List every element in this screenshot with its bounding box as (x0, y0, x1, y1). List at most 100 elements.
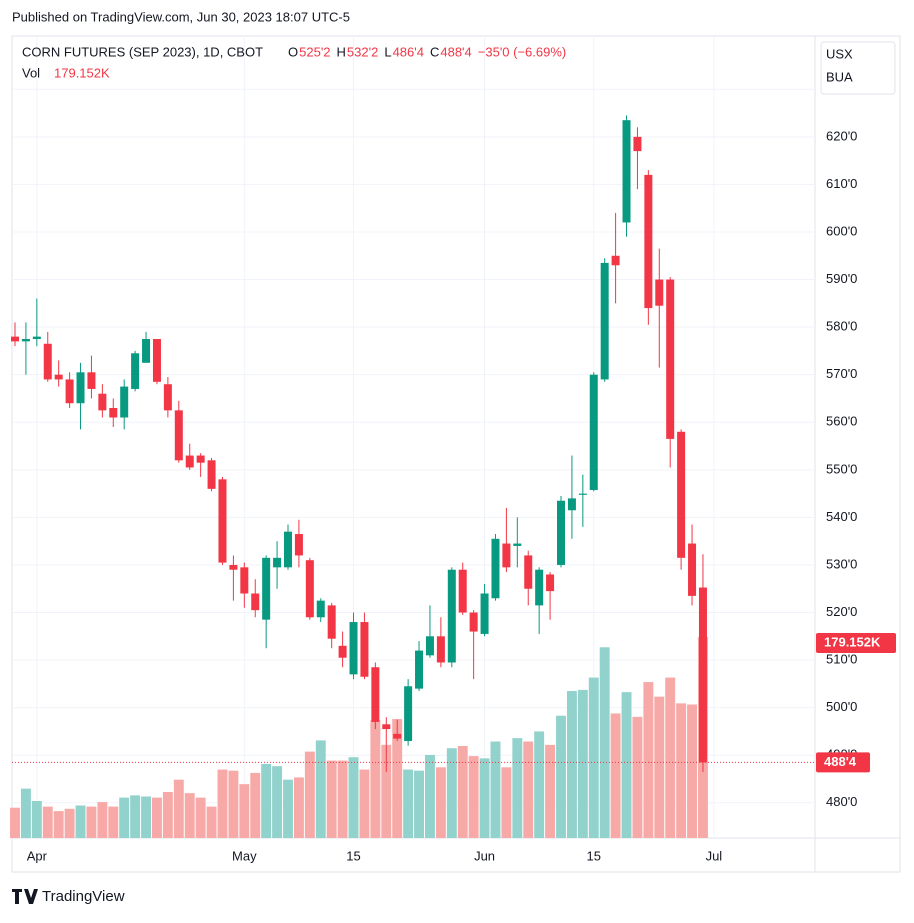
volume-bar (556, 715, 566, 838)
volume-bar (359, 769, 370, 838)
candle-body (196, 455, 205, 463)
candle-body (54, 374, 63, 380)
y-tick-label: 480'0 (826, 794, 857, 809)
candle-body (436, 636, 445, 663)
candle-body (567, 498, 576, 511)
candle-body (655, 279, 664, 306)
volume-bar (435, 767, 446, 838)
price-tag-label: 488'4 (824, 754, 857, 769)
y-tick-label: 610'0 (826, 176, 857, 191)
candle-body (163, 384, 172, 411)
candle-body (415, 650, 424, 689)
candle-body (677, 431, 686, 558)
candle-body (404, 686, 413, 741)
candle-body (557, 500, 565, 565)
volume-bar (53, 811, 64, 838)
y-tick-label: 570'0 (826, 366, 857, 381)
y-tick-label: 500'0 (826, 699, 857, 714)
candle-body (338, 645, 347, 658)
volume-bar (206, 806, 217, 838)
candle-body (240, 567, 249, 594)
candle-body (131, 353, 140, 389)
plot (10, 115, 708, 838)
volume-bar (610, 713, 621, 838)
volume-bar (337, 760, 348, 838)
volume-bar (446, 748, 457, 838)
candle-body (316, 600, 325, 618)
volume-bar (534, 731, 545, 838)
volume-bar (566, 691, 577, 838)
volume-bar (293, 777, 304, 838)
candle-body (152, 339, 161, 382)
x-tick-label: 15 (587, 848, 601, 863)
volume-bar (643, 682, 654, 838)
legend-title: CORN FUTURES (SEP 2023), 1D, CBOT (22, 44, 263, 59)
price-tag (816, 752, 870, 773)
y-tick-label: 620'0 (826, 128, 857, 143)
candle-body (698, 587, 707, 763)
candle-body (251, 593, 260, 611)
volume-bar (523, 741, 534, 838)
volume-bar (687, 704, 697, 838)
y-tick-label: 560'0 (826, 414, 857, 429)
volume-value: 179.152K (54, 65, 110, 80)
candle-body (174, 410, 183, 461)
candle-body (688, 543, 697, 596)
candle-body (382, 724, 391, 730)
volume-label: Vol (22, 65, 40, 80)
candle-body (524, 555, 533, 589)
y-tick-label: 530'0 (826, 556, 857, 571)
candle-body (43, 343, 52, 380)
volume-bar (195, 797, 206, 838)
candle-body (284, 531, 292, 568)
volume-bar (577, 689, 588, 838)
logo-icon (12, 889, 38, 904)
volume-bar (10, 807, 20, 838)
volume-bar (272, 766, 283, 838)
candle-body (633, 136, 642, 152)
volume-bar (425, 754, 435, 838)
legend-key: O (288, 44, 298, 59)
candle-body (513, 543, 522, 546)
candle-body (458, 569, 467, 613)
volume-bar (490, 741, 501, 838)
candle-body (305, 560, 314, 618)
candle-body (644, 174, 653, 309)
candle-body (371, 667, 380, 722)
frame (11, 35, 901, 873)
legend-values: O 525'2 H 532'2 L 486'4 C 488'4 −35'0 (−6.69%) (288, 44, 566, 59)
candle-body (294, 534, 303, 556)
candle-body (218, 479, 227, 563)
candle-body (229, 564, 238, 570)
volume-bar (97, 802, 108, 838)
candle-body (11, 336, 19, 342)
volume-bar (162, 791, 173, 838)
volume-bar (621, 692, 632, 838)
volume-bar (173, 779, 184, 838)
candle-body (65, 379, 74, 404)
candle-body (622, 120, 631, 223)
volume-bar (31, 800, 42, 838)
candle-body (666, 279, 675, 439)
candle-body (98, 393, 107, 411)
candle-body (546, 574, 555, 592)
volume-bar (326, 760, 337, 838)
overlay: 488'4 179.152K (12, 633, 896, 773)
volume-bar (42, 806, 53, 838)
currency-box (820, 41, 896, 95)
volume-bar (315, 740, 326, 838)
volume-bar (20, 788, 31, 838)
candle-body (327, 605, 336, 639)
volume-bar (588, 677, 599, 838)
candle-body (185, 455, 194, 468)
candle-body (273, 557, 282, 568)
legend-key: L (384, 44, 391, 59)
volume-bar (348, 757, 359, 838)
volume-bar (184, 793, 195, 838)
brand: TradingView (42, 888, 125, 905)
volume-bar (283, 779, 293, 838)
volume-bar (119, 797, 130, 838)
candle-body (142, 339, 151, 363)
